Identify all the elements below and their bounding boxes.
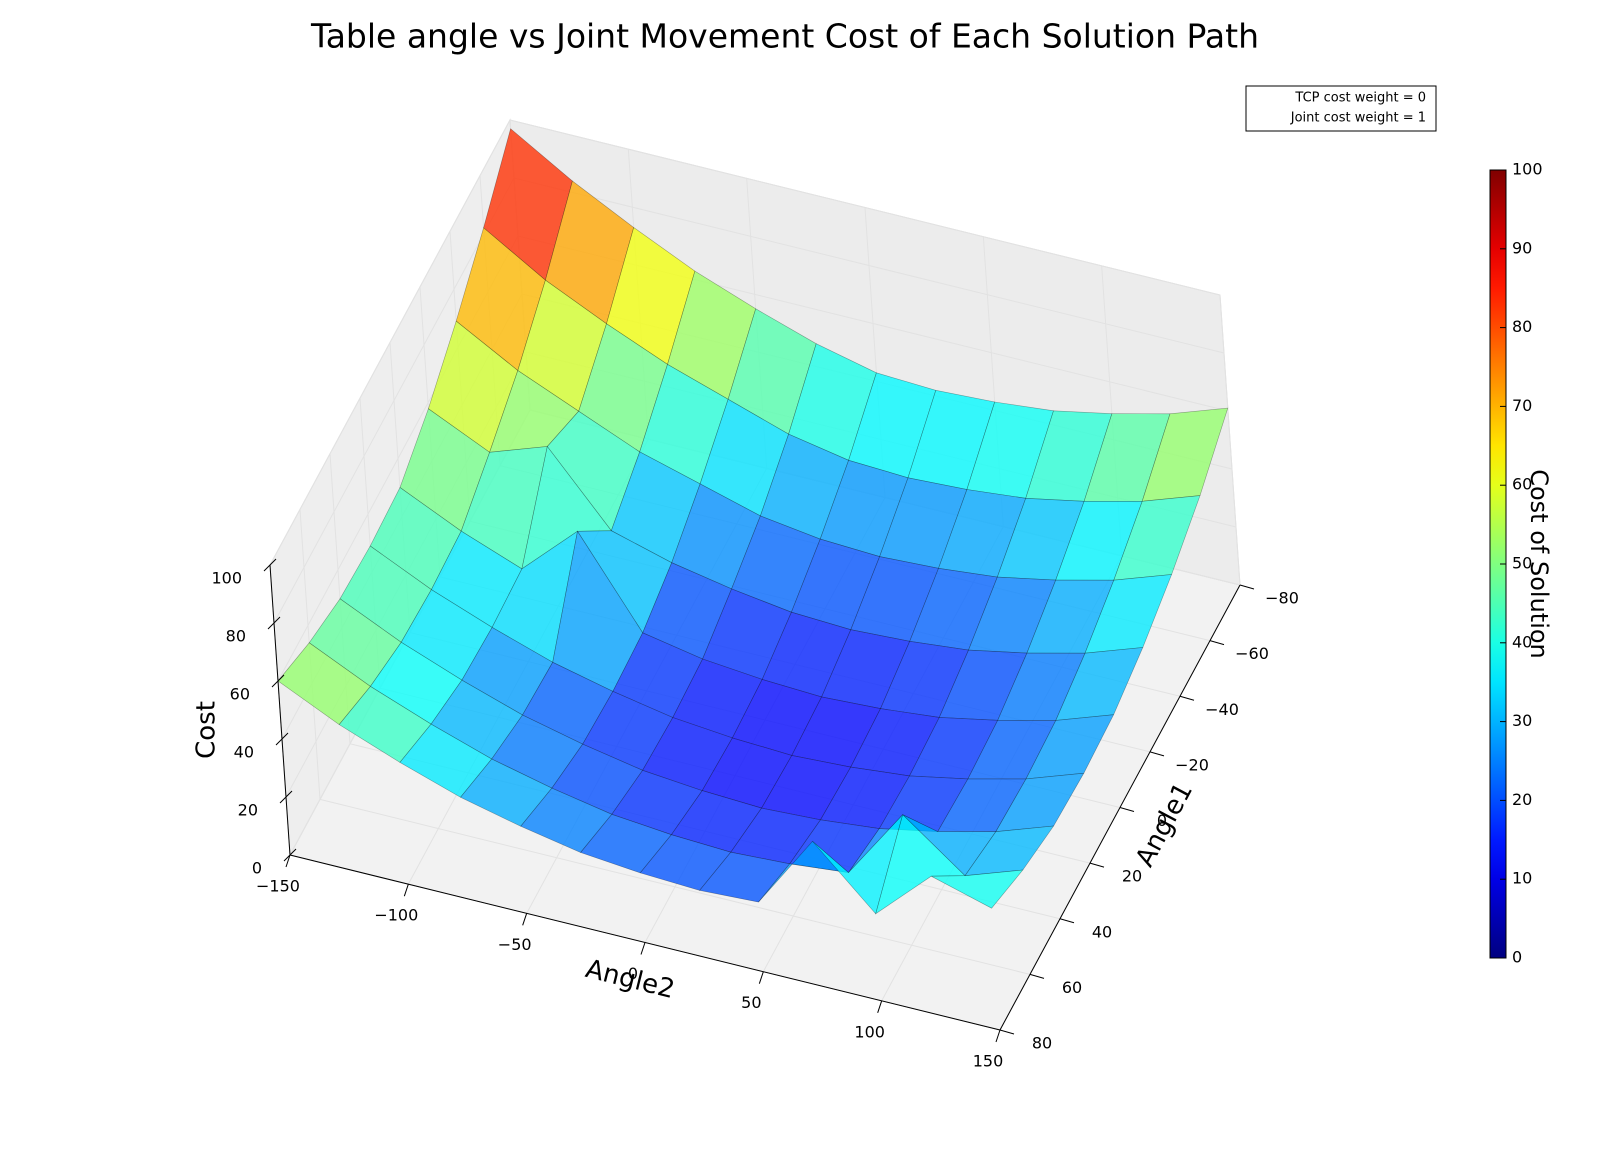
colorbar-tick-label: 60 [1512,475,1532,494]
colorbar-tick-label: 0 [1512,948,1522,967]
y-tick-label: 60 [1062,978,1082,997]
colorbar-label: Cost of Solution [1525,469,1553,659]
x-tick-label: 150 [973,1052,1004,1071]
y-tick [1089,862,1105,868]
z-axis [269,564,291,856]
chart-title: Table angle vs Joint Movement Cost of Ea… [310,17,1259,56]
y-tick-label: −20 [1175,755,1209,774]
surface-facet [931,869,1024,909]
legend-entry: TCP cost weight = 0 [1294,91,1426,106]
y-axis [999,584,1241,1031]
grid-line [509,119,1221,296]
y-tick-label: 0 [1157,811,1167,830]
colorbar-tick-label: 30 [1512,711,1532,730]
z-tick-label: 0 [252,859,262,878]
y-tick [1239,584,1255,590]
y-tick [1149,751,1165,757]
x-tick-label: 100 [854,1022,885,1041]
colorbar-tick-label: 40 [1512,632,1532,651]
grid-line [513,177,1225,354]
axes: −150 −100 −50 0 50 100 150 −80 −60 −40 −20 0 20 40 60 8… [211,558,1299,1071]
colorbar-tick-label: 20 [1512,790,1532,809]
colorbar-tick-label: 70 [1512,396,1532,415]
colorbar-tick-label: 100 [1512,160,1543,179]
y-tick [1119,807,1135,812]
z-tick-label: 20 [238,801,258,820]
x-axis [289,854,1001,1031]
y-tick-label: −60 [1235,644,1269,663]
y-tick-label: −80 [1265,589,1299,608]
y-tick [1059,918,1075,924]
x-tick [285,854,291,868]
colorbar-tick-label: 80 [1512,317,1532,336]
x-tick [995,1029,1001,1043]
z-tick-label: 100 [211,569,242,588]
x-tick [877,1000,883,1013]
colorbar-tick-label: 10 [1512,869,1532,888]
x-tick [522,913,528,926]
grid-line [319,798,1031,975]
y-tick-label: 20 [1122,867,1142,886]
y-tick-label: 80 [1032,1034,1052,1053]
x-tick-label: 0 [628,964,638,983]
grid-line [273,177,515,624]
surface [277,128,1229,915]
legend: TCP cost weight = 0 Joint cost weight = 1 [1245,85,1437,132]
x-tick-label: −150 [256,877,300,896]
y-tick-label: −40 [1205,700,1239,719]
colorbar: Cost of Solution 0 10 20 30 40 50 60 70 80 90 100 [1489,160,1553,967]
x-tick-label: −100 [374,906,418,925]
z-axis-label: Cost [192,701,222,759]
y-tick-label: 40 [1092,922,1112,941]
x-tick [403,884,409,897]
x-tick [758,971,764,984]
legend-box [1245,85,1437,132]
legend-entry: Joint cost weight = 1 [1290,111,1426,126]
y-tick [999,1029,1015,1035]
y-tick [1029,973,1045,979]
z-tick-label: 80 [226,627,246,646]
colorbar-tick-label: 90 [1512,238,1532,257]
z-tick-label: 40 [234,743,254,762]
z-tick-label: 60 [230,685,250,704]
y-tick [1179,695,1195,701]
y-tick [1209,640,1225,646]
x-tick-label: −50 [498,935,532,954]
colorbar-tick-label: 50 [1512,554,1532,573]
x-tick [640,942,646,955]
grid-line [1219,294,1241,586]
x-tick-label: 50 [741,993,761,1012]
grid-line [269,119,511,566]
